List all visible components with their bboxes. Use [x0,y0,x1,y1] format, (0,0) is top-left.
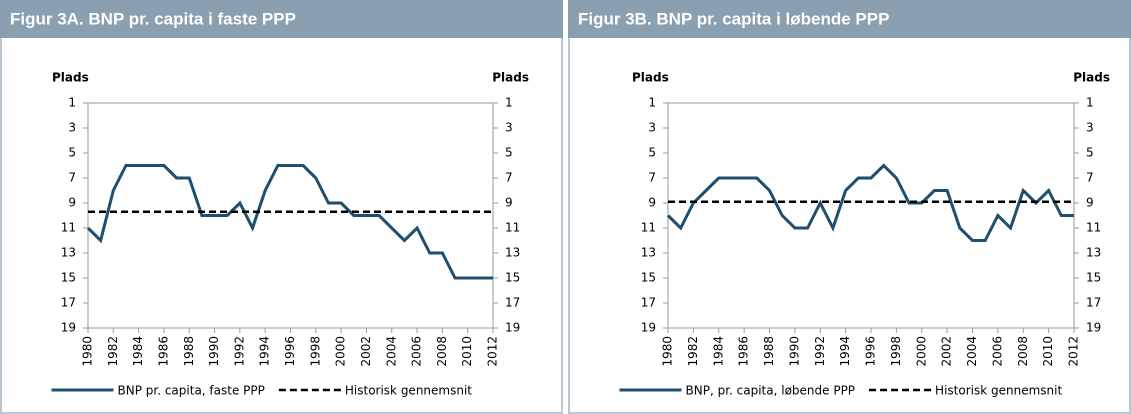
y-tick-label: 17 [61,296,76,310]
x-tick-label: 1998 [308,336,322,367]
x-tick-label: 1984 [711,336,725,367]
y2-tick-label: 5 [1086,146,1094,160]
x-tick-label: 1986 [156,336,170,367]
x-tick-label: 2010 [1041,336,1055,367]
header-bar [0,0,563,38]
y2-tick-label: 3 [1086,121,1094,135]
legend-label: BNP pr. capita, faste PPP [118,384,265,398]
y-tick-label: 1 [68,96,76,110]
data-line [666,163,1074,242]
y-tick-label: 7 [648,171,656,185]
y-tick-label: 3 [68,121,76,135]
x-tick-label: 1992 [232,336,246,367]
x-tick-label: 1988 [182,336,196,367]
x-tick-label: 1992 [813,336,827,367]
y2-axis-label: Plads [492,71,529,85]
x-tick-label: 2002 [359,336,373,367]
y-tick-label: 19 [61,321,76,335]
y-axis-label: Plads [632,71,669,85]
x-tick-label: 1996 [283,336,297,367]
x-tick-label: 2010 [460,336,474,367]
y2-tick-label: 7 [505,171,513,185]
chart-title: Figur 3B. BNP pr. capita i løbende PPP [578,9,889,28]
y-tick-label: 3 [648,121,656,135]
x-tick-label: 1996 [864,336,878,367]
y-tick-label: 5 [68,146,76,160]
x-tick-label: 1990 [207,336,221,367]
x-tick-label: 1980 [81,336,95,367]
y-tick-label: 7 [68,171,76,185]
x-tick-label: 2000 [334,336,348,367]
x-tick-label: 2008 [1016,336,1030,367]
x-tick-label: 1988 [762,336,776,367]
y2-tick-label: 7 [1086,171,1094,185]
y2-tick-label: 13 [1086,246,1101,260]
y-tick-label: 13 [61,246,76,260]
legend-label: Historisk gennemsnit [935,384,1062,398]
panel [568,0,1131,414]
legend-label: BNP, pr. capita, løbende PPP [686,384,856,398]
data-line [86,164,493,280]
x-tick-label: 1982 [106,336,120,367]
x-tick-label: 2004 [965,336,979,367]
y2-axis-label: Plads [1073,71,1110,85]
x-tick-label: 2002 [940,336,954,367]
y2-tick-label: 11 [1086,221,1101,235]
y2-tick-label: 17 [505,296,520,310]
x-tick-label: 1998 [889,336,903,367]
y-tick-label: 11 [641,221,656,235]
header-bar [568,0,1131,38]
y2-tick-label: 19 [505,321,520,335]
x-tick-label: 2004 [384,336,398,367]
x-tick-label: 2000 [914,336,928,367]
x-tick-label: 1994 [258,336,272,367]
y2-tick-label: 15 [505,271,520,285]
y2-tick-label: 1 [505,96,513,110]
x-tick-label: 2006 [410,336,424,367]
y-tick-label: 19 [641,321,656,335]
x-tick-label: 1990 [787,336,801,367]
y2-tick-label: 11 [505,221,520,235]
y2-tick-label: 9 [1086,196,1094,210]
y2-tick-label: 3 [505,121,513,135]
y-tick-label: 13 [641,246,656,260]
y-tick-label: 15 [61,271,76,285]
x-tick-label: 1994 [838,336,852,367]
y2-tick-label: 5 [505,146,513,160]
y-tick-label: 9 [68,196,76,210]
x-tick-label: 1980 [661,336,675,367]
x-tick-label: 1984 [131,336,145,367]
x-tick-label: 2006 [990,336,1004,367]
y-tick-label: 9 [648,196,656,210]
y2-tick-label: 17 [1086,296,1101,310]
chart-title: Figur 3A. BNP pr. capita i faste PPP [10,9,296,28]
y-tick-label: 1 [648,96,656,110]
y-tick-label: 5 [648,146,656,160]
x-tick-label: 2012 [486,336,500,367]
panel [0,0,563,414]
y-tick-label: 11 [61,221,76,235]
y-tick-label: 15 [641,271,656,285]
y-tick-label: 17 [641,296,656,310]
x-tick-label: 1982 [686,336,700,367]
x-tick-label: 1986 [737,336,751,367]
legend-label: Historisk gennemsnit [345,384,472,398]
x-tick-label: 2008 [435,336,449,367]
y2-tick-label: 19 [1086,321,1101,335]
y2-tick-label: 13 [505,246,520,260]
y2-tick-label: 9 [505,196,513,210]
y2-tick-label: 15 [1086,271,1101,285]
x-tick-label: 2012 [1067,336,1081,367]
y-axis-label: Plads [52,71,89,85]
y2-tick-label: 1 [1086,96,1094,110]
